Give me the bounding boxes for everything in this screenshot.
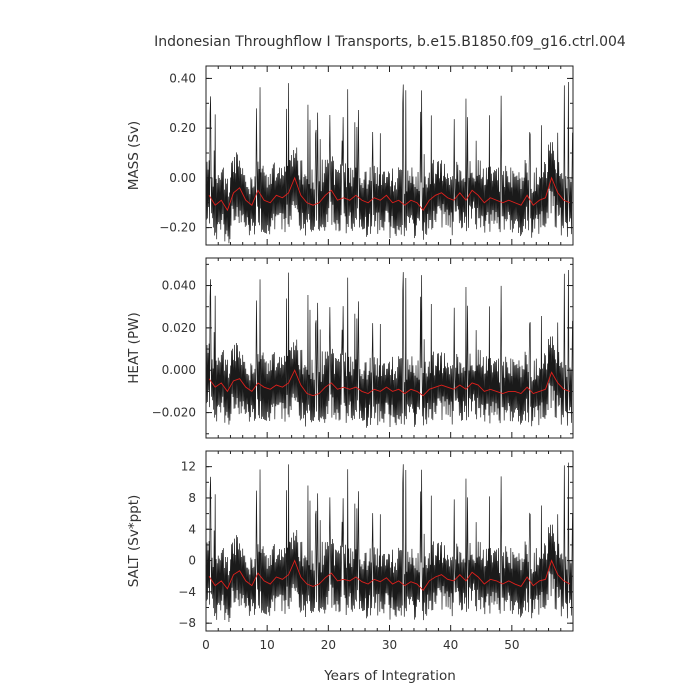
y-tick-label: 4 <box>188 522 196 536</box>
x-axis-label: Years of Integration <box>323 668 456 684</box>
series-annual-mean-line <box>208 559 571 592</box>
y-tick-label: 0.00 <box>169 171 196 185</box>
series-raw-line <box>205 269 573 428</box>
y-tick-label: −8 <box>178 616 196 630</box>
y-tick-label: 0.020 <box>162 321 196 335</box>
series-annual-mean-line <box>208 369 571 397</box>
y-tick-label: 0.20 <box>169 121 196 135</box>
panel-2: 0.040 0.020 0.000 −0.020 HEAT (PW) <box>126 257 574 439</box>
y-tick-label: 0.000 <box>162 363 196 377</box>
series-annual-mean-line <box>208 176 571 212</box>
chart-title: Indonesian Throughflow I Transports, b.e… <box>154 34 626 50</box>
y-tick-label: 12 <box>181 460 196 474</box>
y-tick-label: 0 <box>188 554 196 568</box>
y-axis-label: MASS (Sv) <box>126 121 142 190</box>
plot-frame <box>205 257 574 439</box>
series-raw-line <box>205 462 573 622</box>
panels: 0.40 0.20 0.00 −0.20 MASS (Sv) 0.040 0.020 0.00… <box>126 65 574 652</box>
y-tick-label: −0.020 <box>152 406 196 420</box>
series-raw-line <box>205 81 573 244</box>
y-tick-label: 0.040 <box>162 279 196 293</box>
y-tick-label: −0.20 <box>159 221 196 235</box>
y-axis-label: HEAT (PW) <box>126 312 142 383</box>
panel-1: 0.40 0.20 0.00 −0.20 MASS (Sv) <box>126 65 574 246</box>
x-tick-label: 30 <box>382 638 397 652</box>
plot-frame <box>205 450 574 632</box>
x-tick-label: 10 <box>260 638 275 652</box>
x-tick-label: 40 <box>443 638 458 652</box>
x-tick-label: 50 <box>504 638 519 652</box>
y-tick-label: 8 <box>188 491 196 505</box>
x-tick-label: 20 <box>321 638 336 652</box>
x-tick-label: 0 <box>202 638 210 652</box>
plot-frame <box>205 65 574 246</box>
y-tick-label: −4 <box>178 585 196 599</box>
y-tick-label: 0.40 <box>169 71 196 85</box>
y-axis-label: SALT (Sv*ppt) <box>126 495 142 588</box>
